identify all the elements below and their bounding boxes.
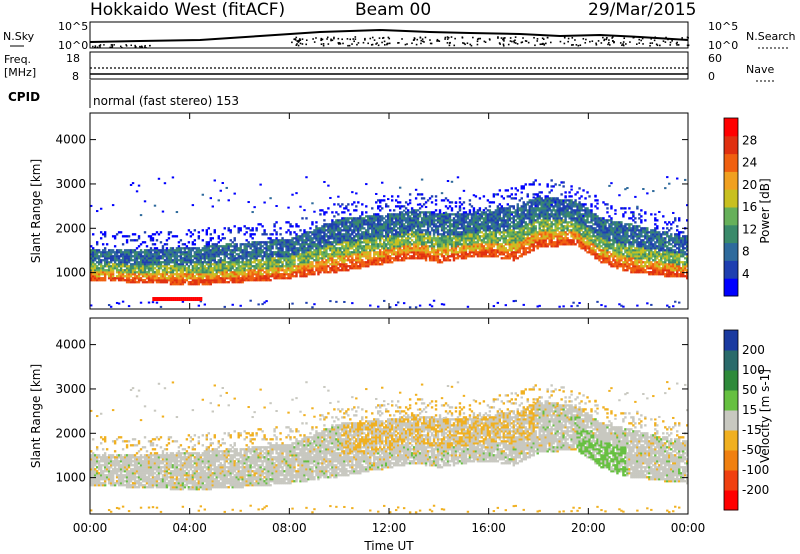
velocity-ylabel: Slant Range [km] [29,364,43,468]
power-colorbar: 28 24 20 16 12 8 4 [723,117,757,297]
velocity-y-axis: 1000 2000 3000 4000 [55,338,688,485]
noise-tick-top: 10^5 [58,20,88,33]
velocity-colorbar: 200 100 50 15 -15 -50 -100 -200 [723,329,769,511]
power-colorbar-cell [724,153,738,172]
noise-tick-bottom-right: 10^0 [708,39,738,52]
date-label: 29/Mar/2015 [588,0,696,20]
nave-label: Nave [746,63,774,76]
velocity-x-axis: 00:00 04:00 08:00 12:00 16:00 20:00 00:00 [73,318,706,535]
velocity-colorbar-label: Velocity [m s-1] [758,369,772,463]
beam-label: Beam 00 [355,0,431,20]
velocity-colorbar-tick: -50 [742,443,762,457]
xtick-label: 00:00 [73,521,108,535]
cpid-value: normal (fast stereo) 153 [93,94,239,108]
xtick-label: 00:00 [671,521,706,535]
power-colorbar-cell [724,278,738,297]
velocity-colorbar-cell [724,390,738,411]
power-ytick-label: 1000 [55,266,86,280]
nave-tick-top: 60 [708,52,722,65]
xtick-label: 16:00 [471,521,506,535]
power-colorbar-tick: 24 [742,156,757,170]
freq-label: Freq. [4,53,31,66]
velocity-colorbar-tick: -200 [742,483,769,497]
station-title: Hokkaido West (fitACF) [90,0,285,20]
power-colorbar-cell [724,207,738,226]
xtick-label: 04:00 [172,521,207,535]
cpid-panel: CPID normal (fast stereo) 153 [8,80,239,108]
velocity-colorbar-tick: 50 [742,383,757,397]
velocity-heatmap [90,381,688,514]
power-colorbar-cell [724,189,738,208]
power-ytick-label: 4000 [55,133,86,147]
power-colorbar-tick: 8 [742,245,750,259]
power-colorbar-cell [724,118,738,137]
freq-panel: Freq. [MHz] 18 8 60 0 Nave [4,51,776,83]
velocity-colorbar-cell [724,370,738,391]
velocity-ytick-label: 4000 [55,338,86,352]
velocity-colorbar-tick: -15 [742,423,762,437]
power-x-ticks [89,113,689,309]
freq-tick-top: 18 [66,52,80,65]
xtick-label: 12:00 [372,521,407,535]
velocity-colorbar-tick: -100 [742,463,769,477]
velocity-colorbar-cell [724,450,738,471]
power-colorbar-cell [724,135,738,155]
time-xlabel: Time UT [363,539,414,553]
nave-tick-bottom: 0 [708,70,715,83]
velocity-colorbar-cell [724,490,738,511]
power-colorbar-tick: 12 [742,222,757,236]
power-ylabel: Slant Range [km] [29,159,43,263]
power-colorbar-cell [724,171,738,190]
velocity-colorbar-cell [724,350,738,371]
velocity-ytick-label: 3000 [55,382,86,396]
noise-tick-top-right: 10^5 [708,20,738,33]
power-colorbar-tick: 20 [742,178,757,192]
freq-tick-bottom: 8 [72,70,79,83]
velocity-colorbar-cell [724,430,738,451]
power-colorbar-cell [724,224,738,244]
nsearch-trace [92,36,690,49]
power-colorbar-cell [724,242,738,261]
power-colorbar-tick: 28 [742,133,757,147]
velocity-colorbar-cell [724,330,738,351]
noise-panel: N.Sky 10^5 10^0 10^5 10^0 N.Search [3,20,796,52]
power-y-axis: 1000 2000 3000 4000 [55,133,688,280]
power-colorbar-tick: 16 [742,200,757,214]
velocity-ytick-label: 1000 [55,471,86,485]
cpid-label: CPID [8,90,40,104]
nsky-label: N.Sky [3,30,35,43]
velocity-colorbar-tick: 15 [742,403,757,417]
power-heatmap [90,176,688,309]
power-colorbar-tick: 4 [742,267,750,281]
xtick-label: 08:00 [272,521,307,535]
nsearch-label: N.Search [746,30,796,43]
noise-tick-bottom: 10^0 [58,39,88,52]
freq-unit: [MHz] [4,66,36,79]
velocity-colorbar-cell [724,410,738,431]
power-colorbar-label: Power [dB] [758,178,772,243]
xtick-label: 20:00 [571,521,606,535]
velocity-ytick-label: 2000 [55,426,86,440]
velocity-colorbar-tick: 100 [742,363,765,377]
velocity-colorbar-cell [724,470,738,491]
power-panel: 1000 2000 3000 4000 Slant Range [km] [29,112,689,310]
power-colorbar-cell [724,260,738,279]
power-ytick-label: 2000 [55,221,86,235]
velocity-colorbar-tick: 200 [742,343,765,357]
power-ytick-label: 3000 [55,177,86,191]
nsky-trace [89,28,689,43]
